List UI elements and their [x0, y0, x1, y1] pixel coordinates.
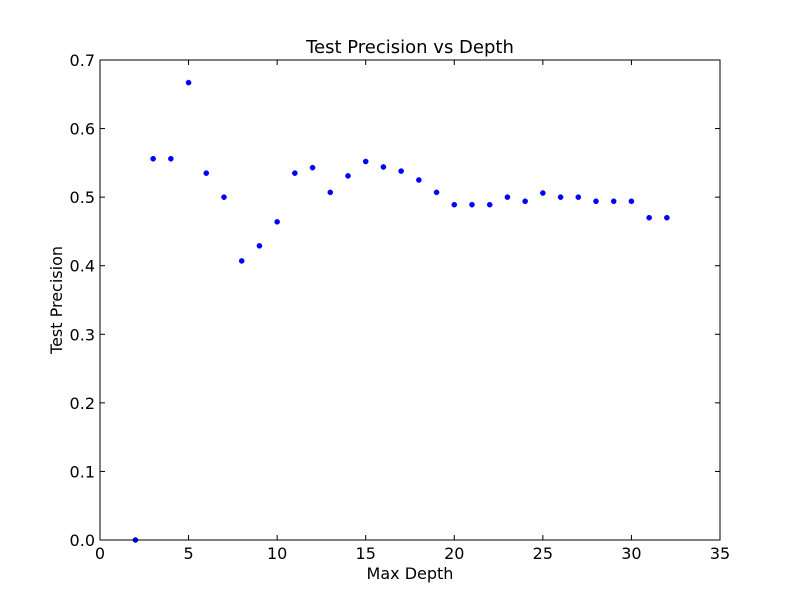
x-tick-labels: 0 5 10 15 20 25 30 35: [95, 544, 730, 563]
x-tick-label: 20: [444, 544, 464, 563]
y-axis-label: Test Precision: [47, 246, 66, 355]
y-tick-label: 0.6: [70, 120, 95, 139]
data-point: [309, 164, 316, 171]
x-tick-label: 0: [95, 544, 105, 563]
data-point: [610, 198, 617, 205]
data-point: [522, 198, 528, 205]
y-tick-label: 0.0: [70, 531, 95, 550]
data-point: [327, 189, 334, 196]
data-point: [256, 243, 263, 249]
data-point: [185, 79, 192, 86]
y-tick-labels: 0.0 0.1 0.2 0.3 0.4 0.5 0.6 0.7: [70, 51, 95, 550]
x-axis-label: Max Depth: [367, 564, 454, 583]
data-point: [345, 173, 351, 179]
x-tick-label: 5: [183, 544, 193, 563]
data-point: [292, 170, 298, 176]
y-tick-label: 0.7: [70, 51, 95, 70]
data-point: [238, 258, 245, 264]
data-point: [557, 194, 564, 200]
data-point: [398, 168, 404, 174]
data-point: [469, 201, 475, 208]
data-point: [504, 194, 511, 200]
y-tick-label: 0.4: [70, 257, 95, 276]
data-point: [486, 201, 493, 208]
x-tick-label: 15: [356, 544, 376, 563]
y-tick-label: 0.1: [70, 462, 95, 481]
axis-ticks: [99, 59, 721, 541]
data-point: [540, 190, 546, 196]
data-point: [150, 155, 156, 162]
data-point: [664, 214, 670, 221]
data-point: [362, 158, 369, 165]
data-point: [203, 170, 210, 176]
data-point: [416, 177, 422, 183]
data-point: [380, 164, 387, 170]
data-point: [646, 214, 652, 221]
y-tick-label: 0.3: [70, 325, 95, 344]
data-point: [433, 189, 440, 196]
x-tick-label: 30: [621, 544, 641, 563]
data-point: [274, 219, 280, 225]
y-tick-label: 0.2: [70, 394, 95, 413]
plot-frame: [99, 59, 721, 541]
data-point: [451, 201, 458, 208]
data-point: [575, 194, 582, 200]
x-tick-label: 10: [267, 544, 287, 563]
chart-title: Test Precision vs Depth: [305, 37, 514, 58]
data-point: [593, 198, 599, 205]
y-tick-label: 0.5: [70, 188, 95, 207]
data-point: [221, 194, 227, 200]
data-points: [132, 79, 670, 543]
x-tick-label: 25: [533, 544, 553, 563]
x-tick-label: 35: [710, 544, 730, 563]
data-point: [628, 198, 635, 205]
data-point: [168, 155, 174, 162]
